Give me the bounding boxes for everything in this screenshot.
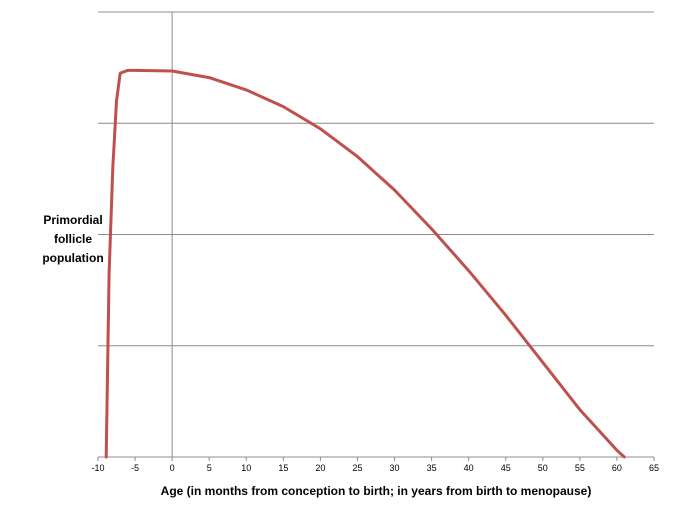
x-tick-label-12: 50 bbox=[538, 463, 548, 473]
x-tick-label-0: -10 bbox=[91, 463, 104, 473]
x-tick-label-4: 10 bbox=[241, 463, 251, 473]
y-axis-title: Primordial follicle population bbox=[18, 211, 128, 268]
axes bbox=[98, 12, 654, 458]
x-tick-label-7: 25 bbox=[352, 463, 362, 473]
series-group bbox=[104, 68, 626, 459]
x-tick-label-14: 60 bbox=[612, 463, 622, 473]
x-tick-label-3: 5 bbox=[207, 463, 212, 473]
x-tick-label-2: 0 bbox=[170, 463, 175, 473]
gridlines bbox=[98, 11, 654, 347]
x-tick-label-5: 15 bbox=[278, 463, 288, 473]
series-line-1 bbox=[104, 68, 626, 459]
x-tick-label-11: 45 bbox=[501, 463, 511, 473]
y-axis-title-line-1: Primordial bbox=[43, 213, 103, 227]
x-tick-label-6: 20 bbox=[315, 463, 325, 473]
x-tick-label-9: 35 bbox=[427, 463, 437, 473]
x-tick-label-13: 55 bbox=[575, 463, 585, 473]
x-tick-label-1: -5 bbox=[131, 463, 139, 473]
x-tick-label-8: 30 bbox=[390, 463, 400, 473]
x-tick-labels: -10 -5 0 5 10 15 20 25 30 35 40 45 50 55 60 65 bbox=[91, 457, 659, 473]
y-axis-title-line-3: population bbox=[42, 251, 104, 265]
x-tick-label-15: 65 bbox=[649, 463, 659, 473]
x-tick-label-10: 40 bbox=[464, 463, 474, 473]
y-axis-title-line-2: follicle bbox=[53, 232, 92, 246]
x-axis-title: Age (in months from conception to birth;… bbox=[161, 484, 592, 498]
